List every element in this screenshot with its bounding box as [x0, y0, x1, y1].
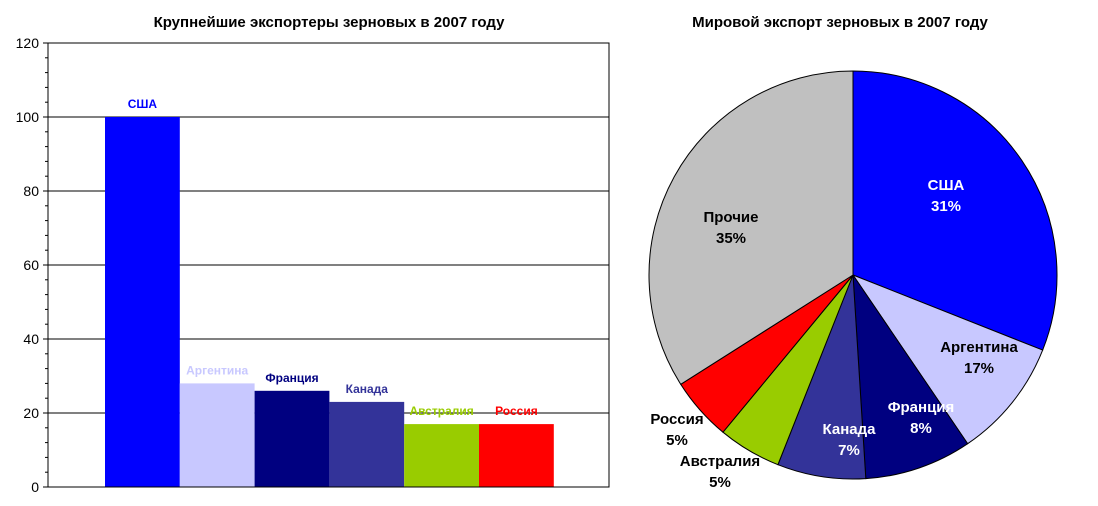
pie-slice-label: Франция — [888, 399, 955, 416]
pie-slice-label: Канада — [823, 421, 877, 438]
pie-slice-percent: 7% — [838, 442, 860, 459]
pie-chart-title: Мировой экспорт зерновых в 2007 году — [692, 14, 988, 31]
pie-slice — [648, 70, 854, 385]
y-tick-label: 20 — [23, 405, 39, 421]
bar — [329, 401, 405, 487]
pie-slice-percent: 35% — [716, 230, 746, 247]
pie-slice-label: Прочие — [703, 209, 758, 226]
bar-label: Россия — [495, 404, 538, 418]
pie-slice — [851, 273, 1044, 445]
bar — [105, 117, 180, 487]
y-tick-label: 0 — [31, 479, 39, 495]
pie-slice-label: Аргентина — [940, 339, 1018, 356]
bar — [479, 424, 554, 487]
bar — [179, 383, 255, 487]
bar-chart-title: Крупнейшие экспортеры зерновых в 2007 го… — [153, 14, 505, 31]
pie-slice-percent: 5% — [709, 474, 731, 491]
y-tick-label: 120 — [16, 35, 40, 51]
pie-slice-label: Австралия — [680, 453, 760, 470]
bar — [254, 390, 330, 487]
bar-label: Франция — [265, 371, 318, 385]
y-tick-label: 80 — [23, 183, 39, 199]
pie-slice-percent: 17% — [964, 360, 994, 377]
bar-label: США — [128, 97, 158, 111]
bar-chart: 0 20 40 60 80 100 120 США Аргентина Франция Канада… — [16, 35, 610, 495]
pie-slice-percent: 5% — [666, 432, 688, 449]
bar-label: Аргентина — [186, 363, 248, 377]
pie-slice — [852, 70, 1058, 351]
pie-slice — [722, 274, 854, 466]
y-tick-label: 100 — [16, 109, 40, 125]
bar-label: Канада — [346, 382, 389, 396]
bar-label: Австралия — [409, 404, 473, 418]
pie-slice — [680, 274, 854, 433]
pie-slice-percent: 8% — [910, 420, 932, 437]
y-tick-label: 40 — [23, 331, 39, 347]
pie-slice — [852, 273, 969, 480]
pie-slice-percent: 31% — [931, 198, 961, 215]
pie-slice — [777, 274, 867, 480]
pie-slice-label: США — [928, 177, 965, 194]
pie-slice-label: Россия — [650, 411, 703, 428]
bar — [404, 424, 479, 487]
y-tick-label: 60 — [23, 257, 39, 273]
